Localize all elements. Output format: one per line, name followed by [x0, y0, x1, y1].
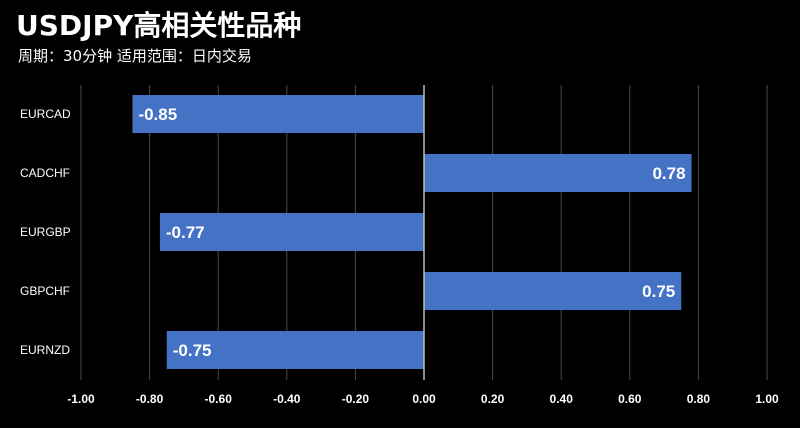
bar-gbpchf: [424, 272, 682, 310]
x-tick-label: 0.80: [687, 392, 711, 406]
x-tick-label: -1.00: [67, 392, 95, 406]
category-label-eurcad: EURCAD: [20, 107, 71, 121]
x-tick-label: -0.60: [205, 392, 233, 406]
bar-cadchf: [424, 154, 692, 192]
x-tick-label: 0.40: [550, 392, 574, 406]
bar-eurnzd: [166, 331, 424, 369]
category-label-gbpchf: GBPCHF: [20, 284, 70, 298]
category-labels: EURCAD CADCHF EURGBP GBPCHF EURNZD: [20, 107, 71, 357]
grid-lines: [80, 85, 768, 380]
x-tick-label: 1.00: [755, 392, 779, 406]
data-label-eurgbp: -0.77: [166, 223, 205, 242]
chart-subtitle: 周期：30分钟 适用范围：日内交易: [18, 47, 252, 65]
x-tick-labels: -1.00 -0.80 -0.60 -0.40 -0.20 0.00 0.20 0.40 0.6…: [67, 392, 779, 406]
x-tick-label: 0.00: [412, 392, 436, 406]
data-label-cadchf: 0.78: [652, 164, 685, 183]
x-tick-label: -0.80: [136, 392, 164, 406]
x-tick-label: 0.20: [481, 392, 505, 406]
category-label-cadchf: CADCHF: [20, 166, 70, 180]
bar-eurgbp: [159, 213, 424, 251]
category-label-eurnzd: EURNZD: [20, 343, 70, 357]
data-label-eurcad: -0.85: [138, 105, 177, 124]
data-label-eurnzd: -0.75: [173, 341, 212, 360]
bar-eurcad: [132, 95, 424, 133]
x-tick-label: 0.60: [618, 392, 642, 406]
x-tick-label: -0.20: [342, 392, 370, 406]
bars: [132, 95, 692, 369]
data-labels: -0.85 0.78 -0.77 0.75 -0.75: [138, 105, 685, 360]
data-label-gbpchf: 0.75: [642, 282, 675, 301]
category-label-eurgbp: EURGBP: [20, 225, 71, 239]
x-tick-label: -0.40: [273, 392, 301, 406]
chart-title: USDJPY高相关性品种: [16, 9, 302, 42]
